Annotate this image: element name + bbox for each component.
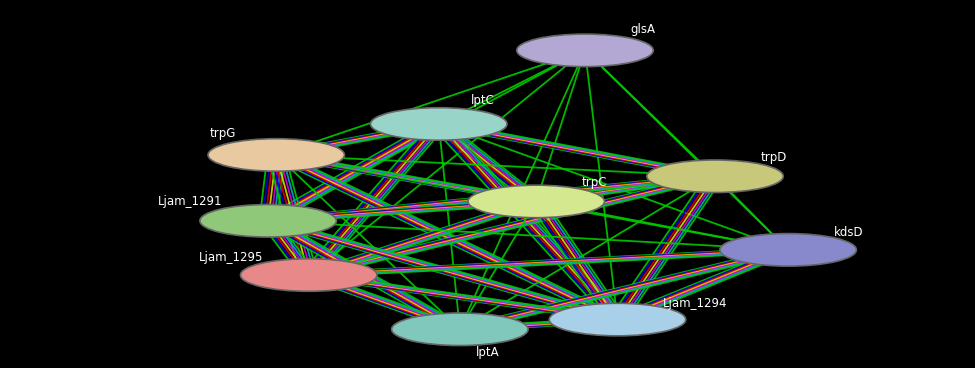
Circle shape [370, 108, 507, 140]
Circle shape [392, 313, 528, 346]
Text: trpC: trpC [582, 176, 607, 190]
Text: Ljam_1294: Ljam_1294 [663, 297, 727, 310]
Text: Ljam_1291: Ljam_1291 [158, 195, 222, 208]
Circle shape [549, 303, 685, 336]
Text: kdsD: kdsD [834, 226, 863, 239]
Text: trpG: trpG [210, 127, 236, 140]
Circle shape [646, 160, 783, 192]
Text: lptC: lptC [471, 94, 495, 107]
Circle shape [241, 259, 377, 291]
Circle shape [200, 205, 336, 237]
Text: Ljam_1295: Ljam_1295 [199, 251, 263, 264]
Circle shape [720, 234, 856, 266]
Circle shape [468, 185, 604, 218]
Text: glsA: glsA [631, 22, 655, 36]
Circle shape [208, 139, 344, 171]
Circle shape [517, 34, 653, 67]
Text: lptA: lptA [476, 346, 500, 359]
Text: trpD: trpD [760, 151, 787, 164]
